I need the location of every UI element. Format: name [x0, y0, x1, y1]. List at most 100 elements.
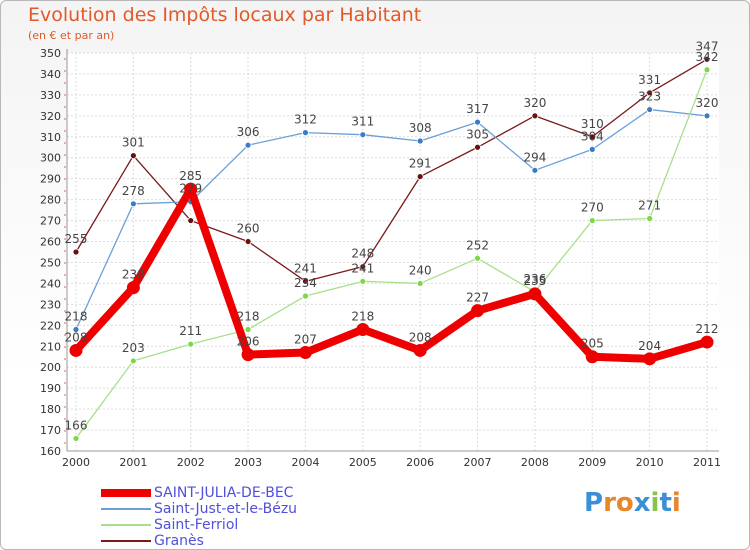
data-point-saint-just-et-le-bezu	[244, 141, 252, 149]
y-tick-label: 230	[40, 298, 61, 311]
data-point-saint-julia-de-bec	[184, 182, 198, 196]
y-tick-label: 330	[40, 89, 61, 102]
legend-label: Granès	[154, 533, 204, 549]
data-point-saint-ferriol	[359, 277, 367, 285]
data-point-saint-ferriol	[416, 280, 424, 287]
x-tick-label: 2008	[521, 456, 549, 469]
data-label-saint-julia-de-bec: 204	[638, 339, 661, 353]
legend-swatch-saint-ferriol	[101, 524, 151, 526]
logo-letter: o	[615, 488, 634, 518]
data-point-saint-ferriol	[129, 357, 137, 365]
data-label-saint-julia-de-bec: 207	[294, 333, 317, 347]
data-point-granes	[646, 89, 654, 97]
data-label-saint-just-et-le-bezu: 320	[696, 96, 719, 110]
y-tick-label: 240	[40, 277, 61, 290]
data-label-granes: 291	[409, 157, 432, 171]
plot-area	[67, 53, 719, 451]
data-label-saint-julia-de-bec: 235	[523, 274, 546, 288]
data-point-saint-julia-de-bec	[585, 350, 599, 364]
data-point-saint-just-et-le-bezu	[474, 118, 481, 126]
data-point-saint-julia-de-bec	[413, 343, 427, 357]
logo-letter: i	[650, 488, 660, 518]
data-label-granes: 305	[466, 127, 489, 141]
y-tick-label: 270	[40, 215, 61, 228]
data-label-saint-julia-de-bec: 285	[179, 169, 202, 183]
data-point-saint-julia-de-bec	[126, 281, 140, 295]
x-tick-label: 2004	[291, 456, 319, 469]
data-point-saint-just-et-le-bezu	[588, 145, 596, 153]
legend-swatch-saint-julia-de-bec	[101, 489, 151, 497]
logo-letter: i	[671, 488, 681, 518]
data-point-saint-just-et-le-bezu	[359, 131, 367, 139]
data-point-saint-julia-de-bec	[298, 346, 312, 360]
data-point-saint-just-et-le-bezu	[129, 200, 137, 208]
data-label-saint-just-et-le-bezu: 218	[65, 310, 88, 324]
y-tick-label: 200	[40, 361, 61, 374]
data-label-saint-just-et-le-bezu: 278	[122, 184, 145, 198]
y-tick-label: 340	[40, 68, 61, 81]
x-tick-label: 2002	[177, 456, 205, 469]
legend-label: Saint-Ferriol	[154, 517, 239, 533]
data-point-saint-julia-de-bec	[241, 348, 255, 362]
data-point-granes	[72, 248, 80, 256]
x-tick-label: 2009	[578, 456, 606, 469]
y-tick-label: 190	[40, 382, 61, 395]
data-point-granes	[359, 263, 367, 271]
data-label-saint-julia-de-bec: 227	[466, 291, 489, 305]
legend-label: Saint-Just-et-le-Bézu	[154, 501, 298, 517]
data-point-saint-julia-de-bec	[471, 304, 485, 318]
data-label-saint-just-et-le-bezu: 279	[179, 182, 202, 196]
data-point-granes	[416, 173, 424, 180]
data-point-saint-ferriol	[474, 254, 481, 262]
data-label-saint-julia-de-bec: 208	[409, 330, 432, 344]
data-label-saint-julia-de-bec: 218	[351, 310, 374, 324]
data-point-saint-just-et-le-bezu	[531, 166, 539, 174]
data-point-saint-ferriol	[302, 292, 309, 300]
y-tick-label: 290	[40, 173, 61, 186]
data-label-saint-just-et-le-bezu: 312	[294, 113, 317, 127]
data-point-granes	[302, 277, 309, 285]
x-tick-label: 2000	[62, 456, 90, 469]
data-point-granes	[531, 112, 539, 120]
logo-letter: x	[633, 488, 651, 518]
data-point-saint-julia-de-bec	[356, 323, 370, 337]
data-label-saint-ferriol: 342	[696, 50, 719, 64]
data-point-saint-just-et-le-bezu	[703, 112, 711, 120]
data-point-saint-julia-de-bec	[700, 335, 714, 349]
y-tick-label: 250	[40, 256, 61, 269]
data-point-saint-just-et-le-bezu	[416, 137, 424, 145]
y-tick-label: 210	[40, 340, 61, 353]
data-point-saint-just-et-le-bezu	[302, 129, 309, 137]
y-tick-label: 280	[40, 194, 61, 207]
data-point-saint-julia-de-bec	[643, 352, 657, 366]
x-tick-label: 2001	[119, 456, 147, 469]
logo-letter: r	[603, 488, 616, 518]
y-tick-label: 180	[40, 403, 61, 416]
data-point-saint-julia-de-bec	[528, 287, 542, 301]
y-tick-label: 260	[40, 236, 61, 249]
proxiti-logo[interactable]: Proxiti	[584, 488, 681, 518]
data-label-saint-just-et-le-bezu: 317	[466, 102, 489, 116]
y-tick-label: 220	[40, 319, 61, 332]
data-label-saint-just-et-le-bezu: 308	[409, 121, 432, 135]
data-label-saint-julia-de-bec: 212	[696, 322, 719, 336]
data-label-granes: 255	[65, 232, 88, 246]
data-label-saint-julia-de-bec: 238	[122, 268, 145, 282]
y-tick-label: 160	[40, 445, 61, 458]
data-label-saint-julia-de-bec: 206	[237, 335, 260, 349]
data-point-saint-julia-de-bec	[69, 343, 83, 357]
y-tick-label: 300	[40, 152, 61, 165]
data-point-granes	[187, 217, 195, 224]
data-point-saint-ferriol	[244, 326, 252, 333]
data-label-saint-ferriol: 211	[179, 324, 202, 338]
data-label-granes: 301	[122, 136, 145, 150]
series-line-saint-ferriol	[75, 69, 708, 439]
data-point-saint-ferriol	[703, 66, 711, 74]
data-label-saint-ferriol: 240	[409, 263, 432, 277]
data-label-saint-julia-de-bec: 208	[65, 330, 88, 344]
data-label-saint-just-et-le-bezu: 311	[351, 115, 374, 129]
series-line-saint-julia-de-bec	[73, 185, 709, 363]
x-tick-label: 2010	[636, 456, 664, 469]
data-label-granes: 347	[696, 39, 719, 53]
